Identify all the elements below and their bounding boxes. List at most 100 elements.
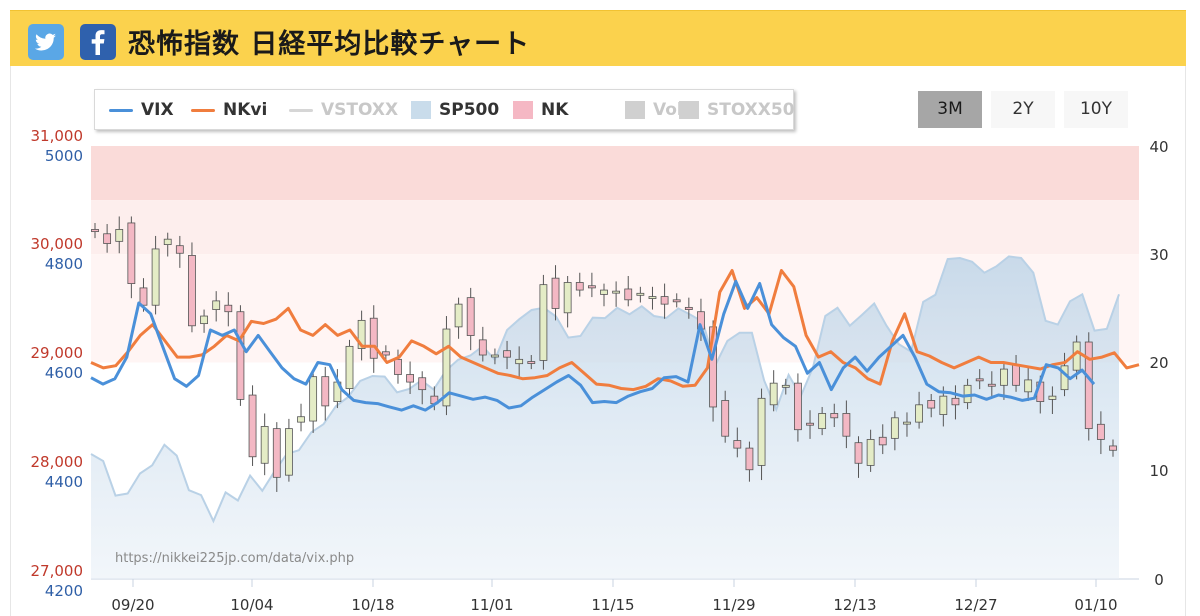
fear-band-1 <box>91 200 1139 255</box>
nk-candle <box>818 406 827 436</box>
nk-candle <box>115 216 124 254</box>
legend-item-stoxx50[interactable]: STOXX50 <box>679 100 795 120</box>
nk-candle-body <box>466 297 475 336</box>
y-left-nk-tick-label: 30,000 <box>31 235 84 253</box>
twitter-share-button[interactable] <box>28 24 64 60</box>
nk-candle <box>224 292 233 327</box>
nk-candle <box>1109 439 1117 457</box>
nk-candle-body <box>915 404 923 423</box>
nk-candle <box>236 305 245 406</box>
nk-candle-body <box>757 397 766 466</box>
x-tick-label: 01/10 <box>1074 596 1117 614</box>
nk-candle-body <box>539 284 548 361</box>
nk-candle <box>757 388 766 481</box>
nk-candle-body <box>1000 368 1008 386</box>
nk-candle <box>866 429 875 472</box>
nk-candle <box>260 413 269 476</box>
legend-swatch <box>191 108 215 112</box>
nk-candle-body <box>818 413 827 430</box>
nk-candle-body <box>612 290 621 294</box>
nk-candle <box>188 242 196 333</box>
nk-candle <box>357 310 366 361</box>
nk-candle-body <box>297 416 305 423</box>
nk-candle-body <box>381 351 390 356</box>
nk-candle-body <box>563 282 572 314</box>
range-button-10y[interactable]: 10Y <box>1064 91 1128 128</box>
y-right-tick-label: 20 <box>1149 354 1168 372</box>
x-tick-label: 12/13 <box>833 596 876 614</box>
nk-candle <box>200 309 208 333</box>
legend-item-nk[interactable]: NK <box>513 100 568 120</box>
x-tick-label: 10/18 <box>351 596 394 614</box>
sp500-area <box>91 256 1119 579</box>
y-left-sp-tick-label: 4200 <box>45 582 83 600</box>
nk-candle-body <box>975 378 984 382</box>
nk-candle <box>478 326 487 362</box>
nk-candle-body <box>236 311 245 400</box>
range-button-3m[interactable]: 3M <box>918 91 982 128</box>
nk-candle-body <box>321 376 330 407</box>
legend-label: VIX <box>141 100 174 120</box>
x-tick-label: 11/15 <box>591 596 634 614</box>
nk-candle-body <box>515 358 524 365</box>
nk-candle <box>321 366 330 421</box>
nk-candle-body <box>151 248 160 306</box>
nk-candle-body <box>769 382 778 406</box>
nk-candle-body <box>721 400 730 437</box>
nk-candle-body <box>103 233 112 244</box>
legend-label: NK <box>541 100 569 120</box>
nk-candle-body <box>660 296 669 305</box>
nk-candle-body <box>442 328 451 407</box>
x-tick-label: 11/01 <box>470 596 513 614</box>
nk-candle <box>309 370 318 433</box>
nk-candle <box>648 286 657 310</box>
nk-candle <box>272 422 281 492</box>
sp500-line <box>90 255 1120 524</box>
nk-candle-body <box>1048 395 1057 400</box>
nk-candle <box>915 391 923 429</box>
legend-item-vol[interactable]: Vol <box>625 100 683 120</box>
nk-candle <box>587 272 596 298</box>
nk-candle-body <box>454 303 463 328</box>
nk-candle <box>369 305 378 373</box>
nk-candle-body <box>188 255 196 327</box>
nk-candle-body <box>890 417 899 439</box>
nk-candle <box>672 293 681 308</box>
legend-item-vix[interactable]: VIX <box>109 100 174 120</box>
nk-candle-body <box>212 300 221 310</box>
nk-candle-body <box>163 238 172 245</box>
nk-candle <box>927 393 936 418</box>
nk-candle-body <box>285 428 293 476</box>
nk-candle <box>733 427 742 458</box>
nk-candle <box>794 373 802 442</box>
page-title: 恐怖指数 日経平均比較チャート <box>128 29 531 60</box>
nk-candle-body <box>345 345 354 389</box>
range-button-2y[interactable]: 2Y <box>991 91 1055 128</box>
nk-candle-body <box>987 383 996 387</box>
nk-candle-body <box>624 288 633 301</box>
nk-candle <box>878 424 887 455</box>
nk-candle-body <box>272 428 281 478</box>
nk-candle-body <box>745 447 754 471</box>
nk-candle <box>684 297 693 319</box>
nk-candle-body <box>587 285 596 289</box>
facebook-share-button[interactable] <box>80 24 116 60</box>
nk-candle-body <box>309 376 318 422</box>
nk-candle <box>806 410 814 439</box>
twitter-bird-icon <box>34 33 56 51</box>
legend-item-sp500[interactable]: SP500 <box>411 100 499 120</box>
nk-candle <box>563 275 572 328</box>
nk-candle-body <box>939 395 948 415</box>
x-tick-label: 12/27 <box>954 596 997 614</box>
nk-candle <box>91 222 99 239</box>
nk-candle-body <box>600 289 608 295</box>
legend-item-vstoxx[interactable]: VSTOXX <box>289 100 398 120</box>
nk-candle <box>491 348 499 365</box>
nk-candle <box>163 232 172 257</box>
nk-candle <box>975 369 984 390</box>
nk-candle <box>1096 411 1105 455</box>
nk-candle <box>151 235 160 315</box>
legend-item-nkvi[interactable]: NKvi <box>191 100 267 120</box>
nk-candle-body <box>115 229 124 242</box>
